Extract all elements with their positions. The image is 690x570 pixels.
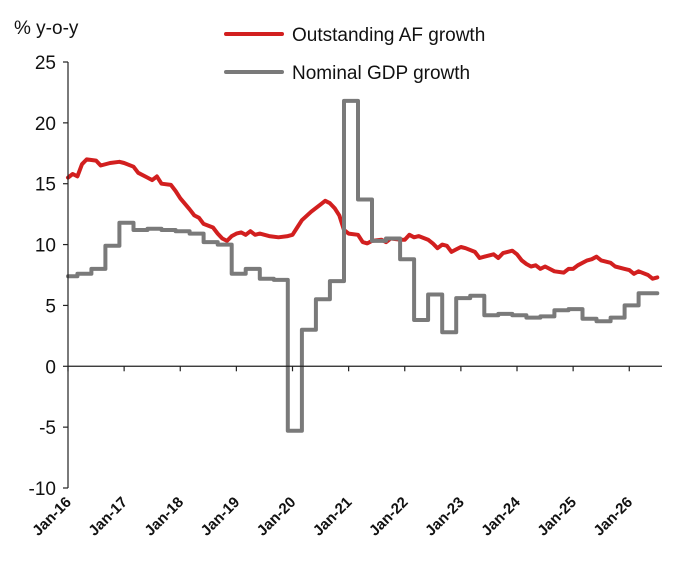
y-tick-label: 25 xyxy=(35,53,56,74)
legend-label-outstanding-af-growth: Outstanding AF growth xyxy=(292,25,485,46)
x-tick-label: Jan-23 xyxy=(422,494,468,540)
x-tick-label: Jan-25 xyxy=(534,494,580,540)
legend-label-nominal-gdp-growth: Nominal GDP growth xyxy=(292,63,470,84)
x-tick-label: Jan-24 xyxy=(478,493,524,539)
x-tick-label: Jan-22 xyxy=(366,494,412,540)
y-tick-label: 10 xyxy=(35,236,56,257)
series-line-outstanding-af-growth xyxy=(66,157,660,281)
x-tick-label: Jan-19 xyxy=(198,494,244,540)
x-tick-label: Jan-18 xyxy=(141,494,187,540)
y-tick-label: 0 xyxy=(45,357,56,378)
y-axis-label: % y-o-y xyxy=(14,18,79,39)
x-tick-label: Jan-21 xyxy=(310,494,356,540)
x-tick-label: Jan-17 xyxy=(85,494,131,540)
y-tick-label: -5 xyxy=(39,418,56,439)
x-tick-label: Jan-26 xyxy=(590,494,636,540)
plot-area xyxy=(66,98,660,433)
x-tick-label: Jan-20 xyxy=(254,494,300,540)
legend: Outstanding AF growth Nominal GDP growth xyxy=(224,25,485,84)
y-tick-label: 20 xyxy=(35,114,56,135)
y-tick-label: 15 xyxy=(35,175,56,196)
x-tick-label: Jan-16 xyxy=(29,494,75,540)
series-line-nominal-gdp-growth xyxy=(66,98,660,433)
y-tick-label: -10 xyxy=(29,479,56,500)
y-tick-label: 5 xyxy=(45,296,56,317)
